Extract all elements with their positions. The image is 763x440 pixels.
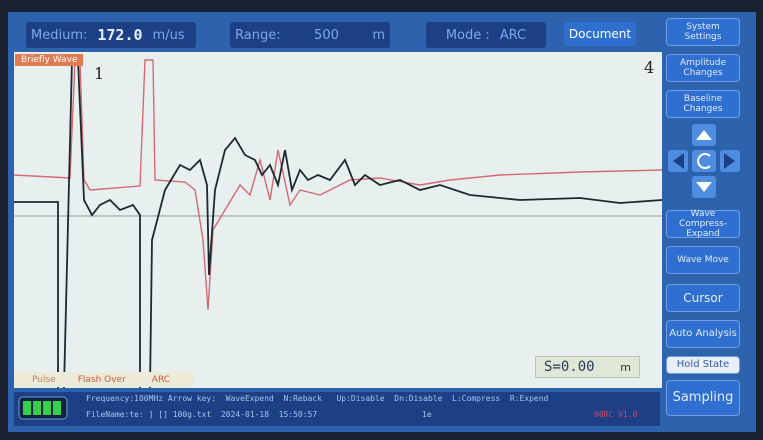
wave-tag: Briefly Wave <box>15 54 84 66</box>
value: 172.0 <box>97 26 143 44</box>
plot-background <box>14 52 662 388</box>
waveform-plot <box>14 52 662 388</box>
side-button[interactable]: Wave Compress-Expand <box>666 209 740 239</box>
unit: m <box>372 27 385 43</box>
status-line: FileName:te: ] [] 100g.txt 2024-01-18 15… <box>86 410 318 419</box>
cursor-marker: 4 <box>644 58 655 77</box>
arrow-pad[interactable] <box>660 122 748 202</box>
side-button[interactable]: Amplitude Changes <box>666 54 740 82</box>
side-button[interactable]: Wave Move <box>666 246 740 274</box>
value: 500 <box>314 27 339 43</box>
value: ARC <box>499 27 527 43</box>
label: Mode : <box>445 27 490 43</box>
label: Range: <box>235 27 281 43</box>
side-button[interactable]: Cursor <box>666 284 740 312</box>
side-button[interactable]: Auto Analysis <box>666 320 740 348</box>
status-bar: Frequency:100MHz Arrow key: WaveExpend N… <box>14 392 660 426</box>
tab[interactable]: Flash Over <box>77 374 126 385</box>
range-box[interactable]: Range: 500 m <box>230 22 390 48</box>
side-button[interactable]: System Settings <box>666 18 740 46</box>
status-code: 1e <box>422 410 432 419</box>
unit: m/us <box>152 27 185 43</box>
version: 00RC V1.0 <box>594 410 638 419</box>
battery-icon <box>18 396 68 420</box>
distance-value: S=0.00 <box>544 359 595 375</box>
label: Medium: <box>31 27 88 43</box>
medium-box[interactable]: Medium: 172.0 m/us <box>26 22 196 48</box>
tab[interactable]: ARC <box>151 374 171 385</box>
distance-box: S=0.00 m <box>535 356 640 378</box>
reference-wave <box>14 59 662 311</box>
document-button[interactable]: Document <box>564 22 636 46</box>
side-button[interactable]: Hold State <box>666 356 740 374</box>
tab[interactable]: Pulse <box>32 374 56 385</box>
tab-strip: Pulse Flash Over ARC <box>14 372 194 387</box>
status-line: Frequency:100MHz Arrow key: WaveExpend N… <box>86 394 549 403</box>
screen: Medium: 172.0 m/us Range: 500 m Mode : ARC Do… <box>8 12 756 432</box>
distance-unit: m <box>620 360 631 374</box>
side-button[interactable]: Sampling <box>666 380 740 416</box>
cursor-marker: 1 <box>94 64 105 83</box>
side-button[interactable]: Baseline Changes <box>666 90 740 118</box>
mode-box[interactable]: Mode : ARC <box>426 22 546 48</box>
